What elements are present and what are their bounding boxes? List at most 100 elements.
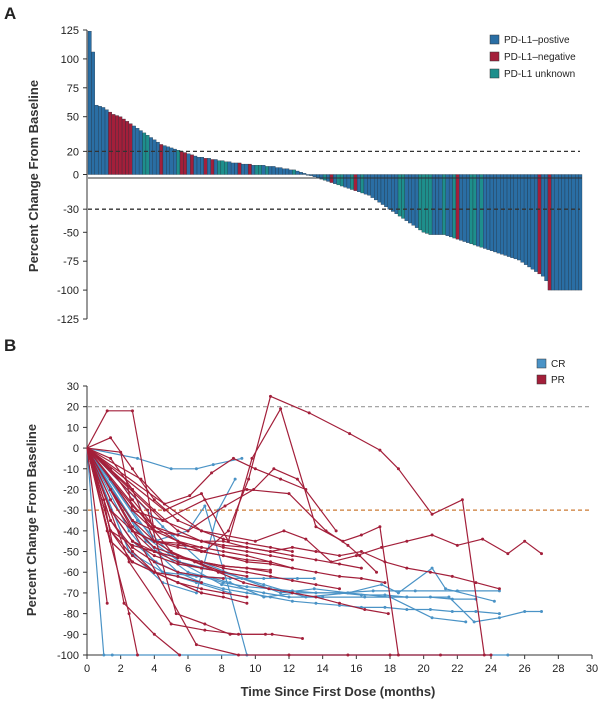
spider-point-pr <box>199 560 203 564</box>
spider-point-pr <box>338 587 341 591</box>
spider-chart: B 3020100-10-20-30-40-50-60-70-80-90-100… <box>4 336 598 699</box>
spider-point-pr <box>268 570 272 574</box>
spider-point-pr <box>268 545 272 549</box>
waterfall-bar-positive <box>517 174 521 261</box>
spider-x-tick-label: 12 <box>283 663 295 675</box>
spider-point-pr <box>130 409 134 413</box>
spider-point-cr <box>472 620 476 624</box>
spider-point-pr <box>199 566 203 570</box>
spider-point-pr <box>221 543 225 547</box>
waterfall-y-tick-label: 75 <box>67 83 79 95</box>
waterfall-bar-positive <box>261 165 266 175</box>
spider-point-pr <box>199 529 203 533</box>
spider-point-pr <box>242 581 246 585</box>
spider-point-pr <box>130 545 134 549</box>
waterfall-bar-unknown <box>254 165 259 175</box>
spider-point-cr <box>430 616 434 620</box>
waterfall-bar-positive <box>138 130 143 175</box>
spider-point-pr <box>199 492 203 496</box>
spider-point-pr <box>221 566 225 570</box>
spider-point-cr <box>455 589 459 593</box>
spider-point-pr <box>176 529 180 533</box>
waterfall-legend-swatch <box>489 68 500 79</box>
spider-point-pr <box>136 653 139 657</box>
spider-point-pr <box>221 550 225 554</box>
spider-point-pr <box>287 653 291 657</box>
waterfall-bar-unknown <box>339 174 344 187</box>
spider-point-cr <box>405 607 409 611</box>
spider-point-pr <box>176 533 180 537</box>
spider-point-pr <box>375 570 379 574</box>
waterfall-bar-positive <box>483 174 487 249</box>
spider-point-pr <box>314 525 318 529</box>
spider-point-pr <box>221 576 225 580</box>
spider-point-pr <box>268 568 272 572</box>
spider-point-pr <box>245 570 249 574</box>
waterfall-bar-positive <box>343 174 348 188</box>
waterfall-bar-positive <box>554 174 559 291</box>
spider-point-pr <box>122 601 126 605</box>
spider-point-pr <box>290 550 294 554</box>
spider-point-pr <box>314 583 318 587</box>
waterfall-bar-negative <box>115 115 119 175</box>
waterfall-bar-positive <box>346 174 351 189</box>
waterfall-bar-positive <box>309 174 314 176</box>
spider-point-pr <box>359 550 363 554</box>
spider-point-cr <box>295 576 299 580</box>
spider-point-cr <box>497 616 501 620</box>
waterfall-bar-positive <box>527 174 532 268</box>
waterfall-y-tick-label: -125 <box>57 314 79 326</box>
spider-reference-lines <box>88 406 592 511</box>
waterfall-bar-positive <box>435 174 440 235</box>
waterfall-bar-positive <box>312 174 317 177</box>
spider-point-pr <box>152 554 156 558</box>
spider-point-cr <box>262 591 266 595</box>
spider-point-pr <box>359 533 363 537</box>
waterfall-bar-unknown <box>145 135 150 175</box>
waterfall-bar-positive <box>404 174 409 221</box>
spider-point-cr <box>279 591 283 595</box>
spider-point-pr <box>176 545 180 549</box>
spider-point-cr <box>428 607 432 611</box>
spider-point-pr <box>290 579 294 583</box>
spider-legend-swatch <box>536 358 547 369</box>
spider-point-pr <box>268 574 272 578</box>
spider-point-pr <box>176 543 180 547</box>
spider-point-pr <box>237 653 240 657</box>
waterfall-bar-positive <box>155 141 160 175</box>
waterfall-bar-unknown <box>217 160 222 175</box>
waterfall-bar-positive <box>408 174 412 224</box>
spider-point-cr <box>186 570 190 574</box>
waterfall-bar-unknown <box>401 174 405 219</box>
spider-point-pr <box>216 570 220 574</box>
waterfall-bar-positive <box>302 173 307 175</box>
spider-point-cr <box>290 599 294 603</box>
spider-point-pr <box>247 477 251 481</box>
spider-point-pr <box>253 539 257 543</box>
waterfall-bar-negative <box>190 154 194 175</box>
spider-point-pr <box>130 508 134 512</box>
spider-series-line-pr <box>86 447 542 563</box>
waterfall-bar-positive <box>387 174 392 210</box>
waterfall-bar-positive <box>282 168 286 175</box>
spider-point-pr <box>221 545 225 549</box>
spider-point-pr <box>161 519 165 522</box>
spider-point-pr <box>338 554 341 558</box>
spider-point-pr <box>130 539 134 543</box>
waterfall-bar-positive <box>299 172 303 175</box>
waterfall-bar-negative <box>118 116 123 175</box>
spider-point-pr <box>460 498 464 502</box>
spider-point-cr <box>194 591 198 595</box>
spider-point-pr <box>396 467 400 471</box>
waterfall-y-tick-label: -75 <box>63 256 79 268</box>
waterfall-bar-positive <box>241 163 245 175</box>
waterfall-y-tick-label: 100 <box>61 54 79 66</box>
spider-point-pr <box>307 411 311 415</box>
spider-x-ticks: 0 2 4 6 8 10 12 14 16 18 20 22 24 26 28 30 <box>84 655 598 675</box>
waterfall-bar-negative <box>203 158 208 175</box>
spider-point-cr <box>447 595 451 599</box>
spider-point-pr <box>300 636 304 640</box>
waterfall-bar-positive <box>288 169 293 175</box>
spider-point-pr <box>378 525 382 529</box>
waterfall-bar-positive <box>520 174 525 263</box>
